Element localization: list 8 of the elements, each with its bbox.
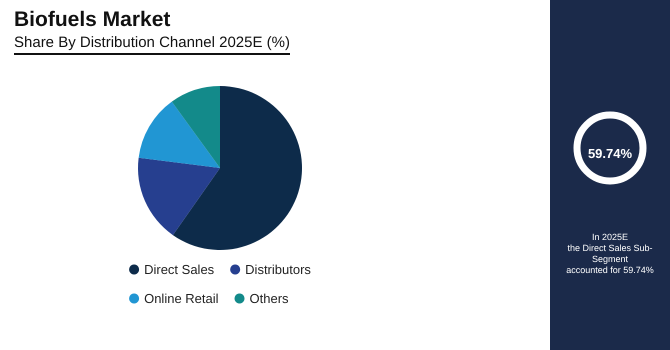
legend-label: Direct Sales (144, 262, 215, 277)
legend-label: Distributors (245, 262, 312, 277)
chart-title: Biofuels Market (14, 8, 170, 32)
legend-label: Others (250, 291, 290, 306)
chart-subtitle: Share By Distribution Channel 2025E (%) (14, 34, 290, 55)
text: In 2025E the Direct Sales Sub-Segment accounted for 59.74% (565, 232, 655, 276)
text: 59.74% (586, 146, 634, 161)
legend-label: Online Retail (144, 291, 219, 306)
